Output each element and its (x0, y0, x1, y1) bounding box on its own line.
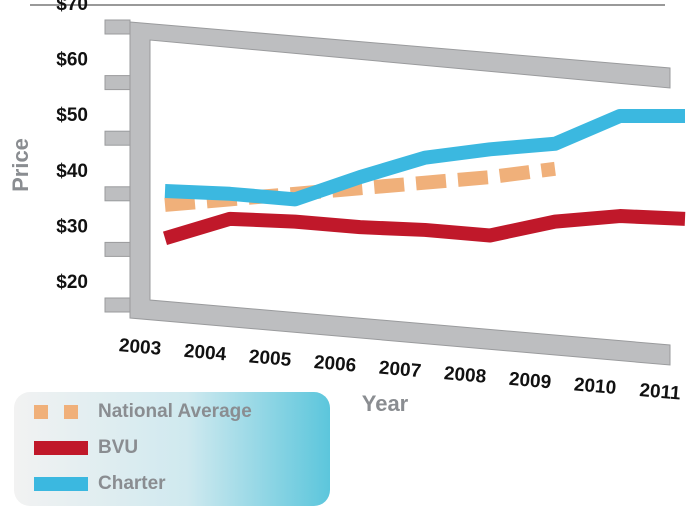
x-tick-label: 2007 (378, 358, 422, 383)
x-tick-label: 2004 (183, 341, 227, 366)
back-wall (129, 21, 671, 366)
y-tick-label: $70 (56, 0, 88, 15)
legend-label: BVU (98, 437, 138, 458)
x-tick-label: 2009 (508, 369, 552, 394)
x-tick-label: 2005 (248, 346, 292, 371)
legend-label: National Average (98, 401, 252, 422)
series-line (162, 209, 686, 245)
legend-label: Charter (98, 473, 166, 494)
y-tick (104, 19, 131, 35)
y-tick (104, 241, 131, 257)
y-tick-label: $60 (56, 50, 88, 71)
y-tick-label: $20 (56, 272, 88, 293)
x-tick-label: 2008 (443, 363, 487, 388)
y-axis-label: Price (8, 138, 33, 192)
legend-box (14, 392, 330, 506)
y-tick (104, 130, 131, 146)
x-tick-label: 2006 (313, 352, 357, 377)
x-tick-label: 2011 (639, 380, 682, 405)
y-tick-label: $30 (56, 216, 88, 237)
y-tick (104, 186, 131, 202)
y-tick (104, 75, 131, 91)
y-tick-label: $50 (56, 105, 88, 126)
y-tick (104, 297, 131, 313)
y-tick-label: $40 (56, 161, 88, 182)
x-axis-label: Year (362, 391, 409, 416)
series-line (164, 108, 685, 207)
x-tick-label: 2010 (573, 374, 617, 399)
x-tick-label: 2003 (118, 335, 162, 360)
